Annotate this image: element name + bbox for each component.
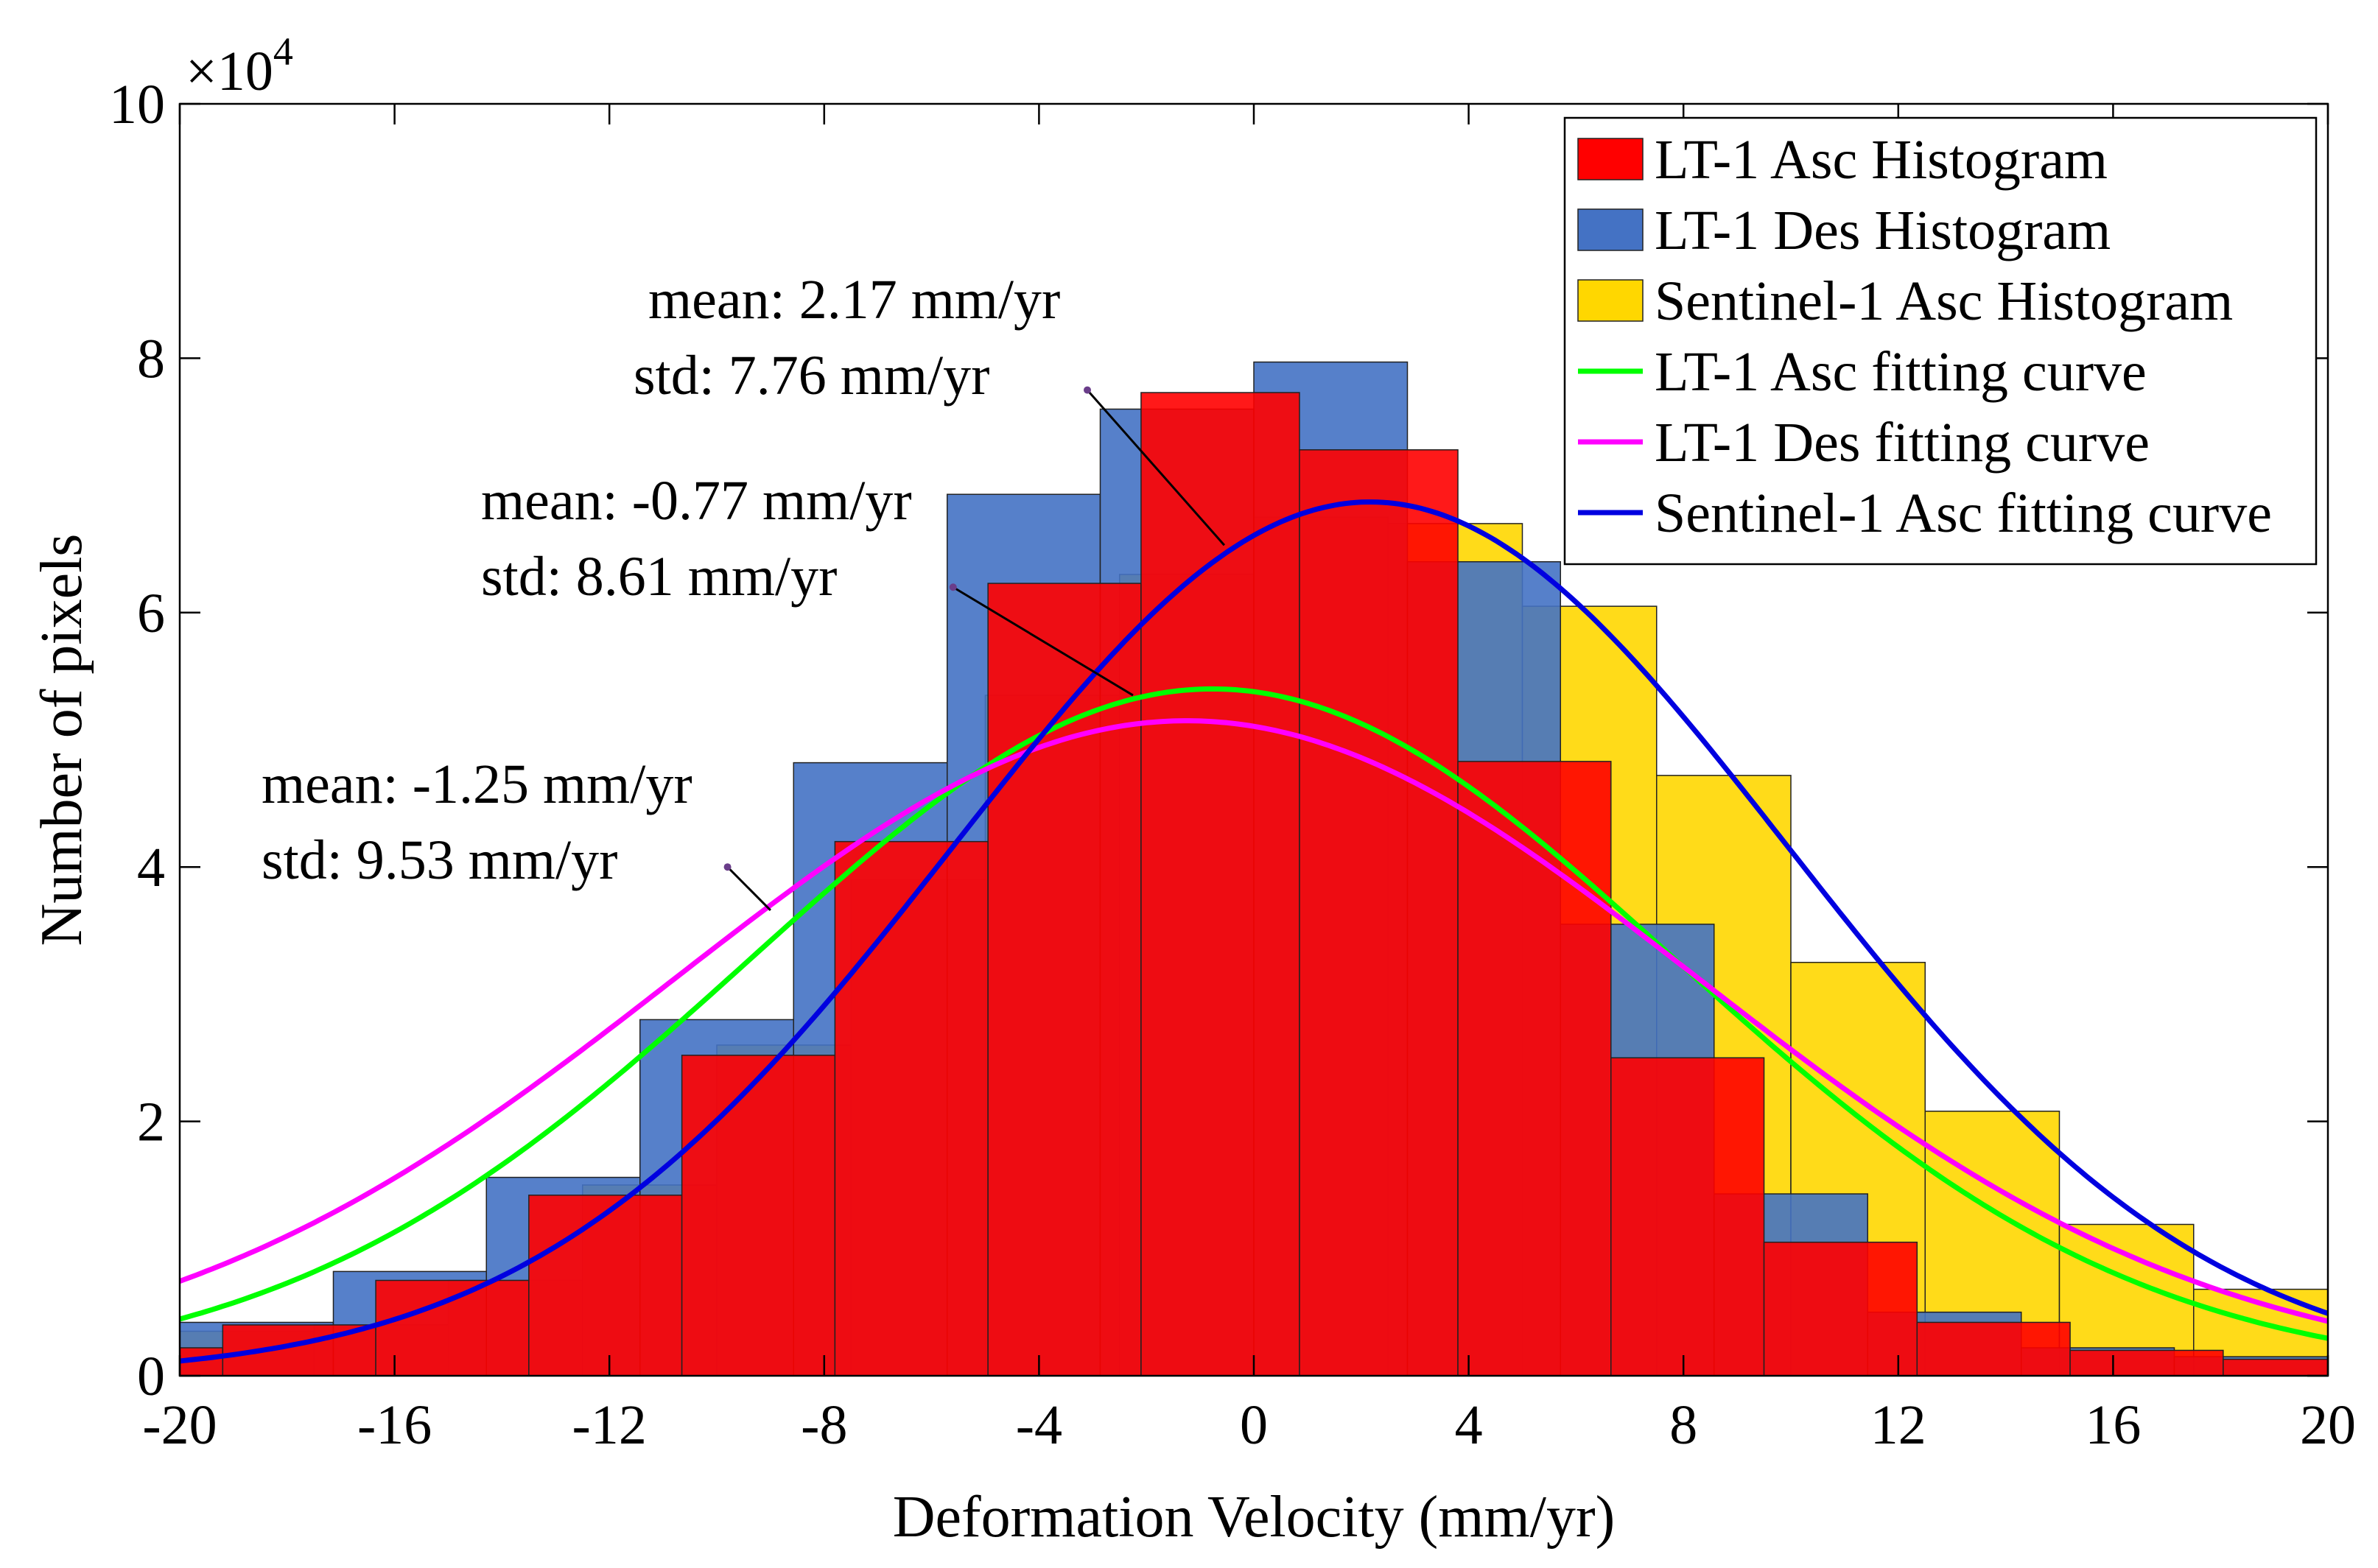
x-tick-label: -12	[572, 1394, 647, 1456]
annotation-leader-line	[952, 586, 1134, 697]
legend-swatch	[1577, 208, 1644, 251]
x-tick-label: -4	[1016, 1394, 1062, 1456]
legend-item-lt-1-asc-fitting-curve: LT-1 Asc fitting curve	[1578, 341, 2147, 403]
legend-swatch	[1577, 279, 1644, 322]
lt-1-asc-fitting-curve-line	[179, 686, 2329, 1341]
legend-box	[1563, 116, 2318, 566]
x-tick-label: -20	[142, 1394, 217, 1456]
curve-annotations: mean: 2.17 mm/yr std: 7.76 mm/yr mean: -0.…	[262, 269, 1226, 911]
x-tick-label: 4	[1455, 1394, 1483, 1456]
annotation-std-text: std: 8.61 mm/yr	[481, 546, 837, 608]
annotation-leader-dot	[949, 583, 957, 591]
legend-item-sentinel-1-asc-histogram: Sentinel-1 Asc Histogram	[1577, 270, 2233, 332]
legend-item-lt-1-des-fitting-curve: LT-1 Des fitting curve	[1578, 412, 2150, 474]
annotation-mean-text: mean: 2.17 mm/yr	[648, 269, 1060, 331]
y-axis-label: Number of pixels	[29, 534, 94, 946]
y-tick-label: 6	[137, 583, 165, 644]
annotation-mean-text: mean: -1.25 mm/yr	[262, 753, 692, 815]
lt-1-asc-histogram-bar-14	[2223, 1358, 2329, 1377]
lt-1-asc-histogram-bar-8	[1299, 449, 1459, 1377]
fitting-curves	[178, 499, 2329, 1364]
lt-1-asc-histogram-bar-10	[1610, 1057, 1765, 1377]
annotation-lt-1-des-fitting-curve: mean: -1.25 mm/yr std: 9.53 mm/yr	[262, 753, 771, 911]
legend-item-lt-1-des-histogram: LT-1 Des Histogram	[1577, 200, 2111, 261]
legend: LT-1 Asc Histogram LT-1 Des Histogram Sent…	[1563, 116, 2318, 566]
y-tick-label: 8	[137, 328, 165, 390]
legend-label: LT-1 Asc Histogram	[1655, 129, 2108, 191]
axis-ticks: -20 -16 -12 -8 -4 0 4 8 12 16 20 0 2 4 6 8 10	[109, 74, 2356, 1456]
lt-1-asc-histogram-bar-4	[681, 1055, 836, 1377]
annotation-std-text: std: 7.76 mm/yr	[634, 345, 989, 407]
lt-1-asc-histogram-bar-2	[375, 1279, 530, 1377]
annotation-leader-line	[1086, 389, 1226, 546]
lt-1-asc-histogram-bar-12	[1916, 1321, 2071, 1377]
exponent-base: ×10	[186, 41, 273, 102]
x-tick-label: -8	[801, 1394, 847, 1456]
y-axis-exponent: ×104	[186, 29, 293, 102]
legend-swatch	[1577, 138, 1644, 180]
legend-label: Sentinel-1 Asc fitting curve	[1655, 482, 2272, 544]
x-tick-label: 8	[1669, 1394, 1697, 1456]
y-tick-label: 10	[109, 74, 165, 136]
lt-1-asc-histogram-bar-6	[987, 583, 1142, 1377]
lt-1-asc-histogram-bar-3	[528, 1195, 683, 1377]
sentinel-1-asc-fitting-curve-line	[179, 499, 2329, 1364]
legend-item-lt-1-asc-histogram: LT-1 Asc Histogram	[1577, 129, 2108, 191]
legend-label: Sentinel-1 Asc Histogram	[1655, 270, 2233, 332]
legend-item-sentinel-1-asc-fitting-curve: Sentinel-1 Asc fitting curve	[1578, 482, 2272, 544]
annotation-sentinel-1-asc-fitting-curve: mean: 2.17 mm/yr std: 7.76 mm/yr	[634, 269, 1226, 546]
annotation-leader-dot	[1084, 386, 1092, 394]
y-tick-label: 0	[137, 1346, 165, 1407]
exponent-power: 4	[273, 29, 293, 74]
lt-1-asc-histogram-bar-5	[834, 840, 989, 1377]
y-tick-label: 4	[137, 837, 165, 899]
x-tick-label: -16	[357, 1394, 432, 1456]
x-tick-label: 0	[1240, 1394, 1268, 1456]
x-tick-label: 12	[1870, 1394, 1926, 1456]
legend-label: LT-1 Des fitting curve	[1655, 412, 2150, 474]
lt-1-asc-histogram-bar-11	[1763, 1241, 1918, 1377]
annotation-std-text: std: 9.53 mm/yr	[262, 829, 617, 891]
x-tick-label: 16	[2085, 1394, 2141, 1456]
annotation-leader-dot	[723, 863, 732, 871]
legend-label: LT-1 Des Histogram	[1655, 200, 2111, 261]
lt-1-des-fitting-curve-line	[178, 718, 2329, 1324]
x-axis-label: Deformation Velocity (mm/yr)	[893, 1485, 1616, 1550]
annotation-mean-text: mean: -0.77 mm/yr	[481, 470, 912, 532]
legend-label: LT-1 Asc fitting curve	[1655, 341, 2147, 403]
lt-1-asc-histogram-bar-13	[2069, 1349, 2224, 1377]
annotation-lt-1-asc-fitting-curve: mean: -0.77 mm/yr std: 8.61 mm/yr	[481, 470, 1134, 697]
x-tick-label: 20	[2300, 1394, 2356, 1456]
annotation-leader-line	[726, 866, 771, 911]
y-tick-label: 2	[137, 1091, 165, 1153]
